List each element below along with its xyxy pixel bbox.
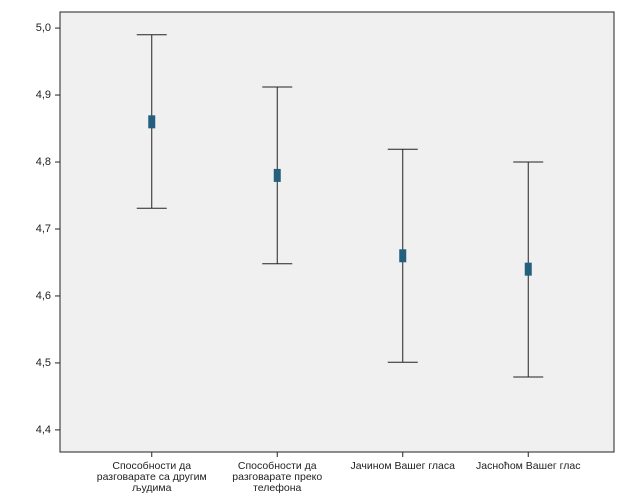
x-tick-label: Способности да разговарате са другим људ…: [96, 460, 207, 494]
mean-marker: [399, 249, 407, 263]
y-tick-label: 4,5: [36, 357, 51, 369]
plot-area: [59, 11, 615, 453]
x-tick-label: Јасноћом Вашег глас: [476, 460, 581, 472]
mean-marker: [524, 262, 532, 276]
y-tick-label: 4,8: [36, 156, 51, 168]
y-tick-label: 4,7: [36, 223, 51, 235]
y-tick-label: 4,6: [36, 290, 51, 302]
mean-marker: [148, 115, 156, 129]
mean-marker: [273, 168, 281, 182]
y-tick-label: 5,0: [36, 22, 51, 34]
y-tick-label: 4,4: [36, 424, 51, 436]
x-tick-label: Способности да разговарате преко телефон…: [232, 460, 323, 494]
x-tick-label: Јачином Вашег гласа: [350, 460, 455, 472]
y-tick-label: 4,9: [36, 89, 51, 101]
